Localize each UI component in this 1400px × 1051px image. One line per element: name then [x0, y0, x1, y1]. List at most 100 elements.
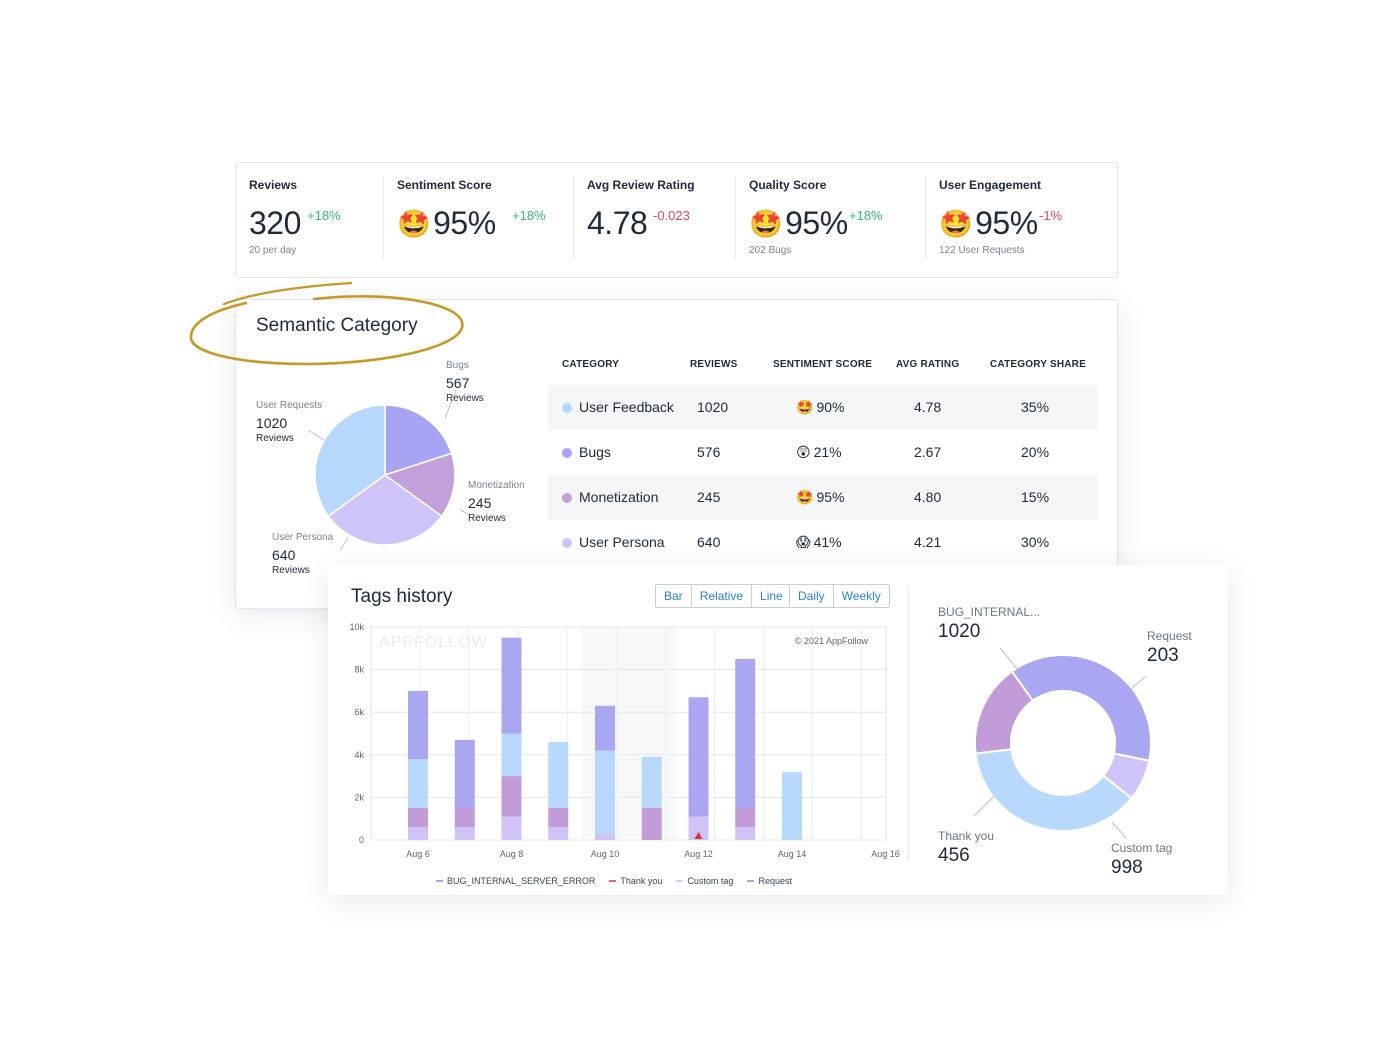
- donut-label-bug: BUG_INTERNAL... 1020: [938, 605, 1041, 642]
- sentiment-value: 21%: [813, 444, 842, 460]
- legend-label: BUG_INTERNAL_SERVER_ERROR: [447, 876, 596, 886]
- bar-segment-custom-tag[interactable]: [548, 742, 569, 809]
- view-relative-button[interactable]: Relative: [690, 585, 752, 607]
- y-tick-label: 0: [359, 835, 364, 845]
- cell-share: 30%: [1021, 534, 1050, 550]
- sentiment-emoji-icon: 🤩: [796, 400, 814, 416]
- pie-slice-bugs[interactable]: [384, 404, 453, 477]
- legend-swatch: [676, 880, 684, 882]
- category-color-dot: [562, 403, 572, 413]
- legend-label: Request: [758, 876, 792, 886]
- table-row: User Persona 640 😱 41% 4.21 30%: [548, 520, 1098, 565]
- bar-segment-request[interactable]: [408, 808, 428, 828]
- tags-donut-chart: [973, 647, 1152, 839]
- cell-rating: 4.21: [914, 534, 942, 550]
- bar-segment-thank-you[interactable]: [595, 833, 615, 840]
- donut-segment-bug-internal[interactable]: [1010, 654, 1152, 762]
- bar-segment-request[interactable]: [641, 808, 662, 840]
- x-tick-label: Aug 16: [871, 849, 900, 859]
- bar-segment-custom-tag[interactable]: [782, 771, 802, 840]
- x-tick-label: Aug 8: [500, 849, 524, 859]
- legend-item[interactable]: BUG_INTERNAL_SERVER_ERROR: [436, 876, 595, 886]
- table-header: CATEGORY: [562, 359, 620, 370]
- kpi-title: Reviews: [249, 178, 298, 192]
- cell-category: Monetization: [579, 489, 659, 505]
- bar-segment-bug-internal-server-error[interactable]: [454, 739, 475, 809]
- bar-segment-bug-internal-server-error[interactable]: [735, 658, 756, 809]
- chart-legend: BUG_INTERNAL_SERVER_ERROR Thank you Custom…: [436, 876, 792, 886]
- pie-leader-line: [459, 509, 470, 516]
- table-header: REVIEWS: [690, 359, 738, 370]
- star-struck-emoji-icon: 🤩: [397, 208, 431, 240]
- kpi-delta: -1%: [1039, 208, 1063, 223]
- pie-slice-monetization[interactable]: [383, 452, 456, 518]
- cell-category: User Persona: [579, 534, 665, 550]
- cell-share: 20%: [1021, 444, 1050, 460]
- y-tick-label: 6k: [354, 707, 364, 717]
- cell-rating: 2.67: [914, 444, 942, 460]
- donut-label-request: Request 203: [1147, 629, 1192, 666]
- legend-label: Custom tag: [687, 876, 734, 886]
- pie-slice-user-persona[interactable]: [327, 474, 443, 546]
- kpi-delta: +18%: [307, 208, 341, 223]
- bar-segment-thank-you[interactable]: [454, 827, 475, 840]
- donut-label-custom-tag: Custom tag 998: [1111, 841, 1173, 878]
- kpi-title: User Engagement: [939, 178, 1042, 192]
- bar-segment-bug-internal-server-error[interactable]: [408, 690, 428, 760]
- donut-leader-line: [1111, 821, 1127, 839]
- kpi-value-text: 4.78: [587, 205, 648, 241]
- view-line-button[interactable]: Line: [751, 585, 791, 607]
- bar-segment-thank-you[interactable]: [735, 827, 756, 840]
- event-marker-icon[interactable]: [694, 832, 703, 839]
- pie-slice-user-requests[interactable]: [314, 404, 386, 518]
- donut-segment-custom-tag[interactable]: [974, 748, 1133, 832]
- bar-segment-request[interactable]: [735, 808, 756, 828]
- cell-category: Bugs: [579, 444, 611, 460]
- cell-sentiment: 😱 41%: [796, 534, 842, 551]
- view-bar-button[interactable]: Bar: [656, 585, 691, 607]
- bar-segment-request[interactable]: [501, 776, 522, 817]
- semantic-pie-chart: [307, 390, 470, 551]
- bar-segment-custom-tag[interactable]: [641, 756, 662, 809]
- y-tick-label: 10k: [349, 622, 364, 632]
- pie-label-bugs: Bugs 567 Reviews: [446, 360, 484, 404]
- period-daily-button[interactable]: Daily: [790, 585, 833, 607]
- y-tick-label: 8k: [354, 665, 364, 675]
- bar-segment-request[interactable]: [548, 808, 569, 828]
- legend-swatch: [436, 880, 443, 882]
- category-color-dot: [562, 538, 572, 548]
- bar-segment-custom-tag[interactable]: [501, 733, 522, 777]
- period-weekly-button[interactable]: Weekly: [832, 585, 889, 607]
- pie-label-user-persona: User Persona 640 Reviews: [272, 532, 334, 576]
- pie-leader-line: [339, 537, 349, 551]
- semantic-category-title: Semantic Category: [256, 315, 418, 336]
- tags-history-bar-chart: 0 2k 4k 6k 8k 10k APPFOLLOW © 2021 AppFollow Aug…: [349, 622, 900, 859]
- watermark-text: APPFOLLOW: [379, 634, 488, 651]
- kpi-subtext: 122 User Requests: [939, 245, 1025, 256]
- legend-item[interactable]: Custom tag: [676, 876, 733, 886]
- bar-segment-bug-internal-server-error[interactable]: [595, 705, 615, 751]
- bar-segment-thank-you[interactable]: [408, 827, 428, 840]
- bar-segment-thank-you[interactable]: [548, 827, 569, 840]
- sentiment-value: 90%: [816, 399, 845, 415]
- pie-label-monetization: Monetization 245 Reviews: [468, 480, 525, 524]
- bar-segment-custom-tag[interactable]: [408, 759, 428, 809]
- bar-segment-thank-you[interactable]: [688, 816, 709, 840]
- bar-segment-custom-tag[interactable]: [595, 750, 615, 834]
- donut-segment-thank-you[interactable]: [974, 669, 1035, 755]
- table-header: CATEGORY SHARE: [990, 359, 1086, 370]
- kpi-value-text: 95%: [785, 205, 848, 241]
- kpi-value-text: 95%: [975, 205, 1038, 241]
- bar-segment-bug-internal-server-error[interactable]: [501, 637, 522, 734]
- y-tick-label: 2k: [354, 792, 364, 802]
- kpi-delta: -0.023: [653, 208, 690, 223]
- category-color-dot: [562, 448, 572, 458]
- category-color-dot: [562, 493, 572, 503]
- legend-item[interactable]: Thank you: [609, 876, 662, 886]
- bar-segment-thank-you[interactable]: [501, 816, 522, 840]
- bar-segment-bug-internal-server-error[interactable]: [688, 697, 709, 817]
- legend-item[interactable]: Request: [747, 876, 792, 886]
- bar-segment-request[interactable]: [454, 808, 475, 828]
- donut-leader-line: [973, 795, 995, 817]
- cell-rating: 4.78: [914, 399, 942, 415]
